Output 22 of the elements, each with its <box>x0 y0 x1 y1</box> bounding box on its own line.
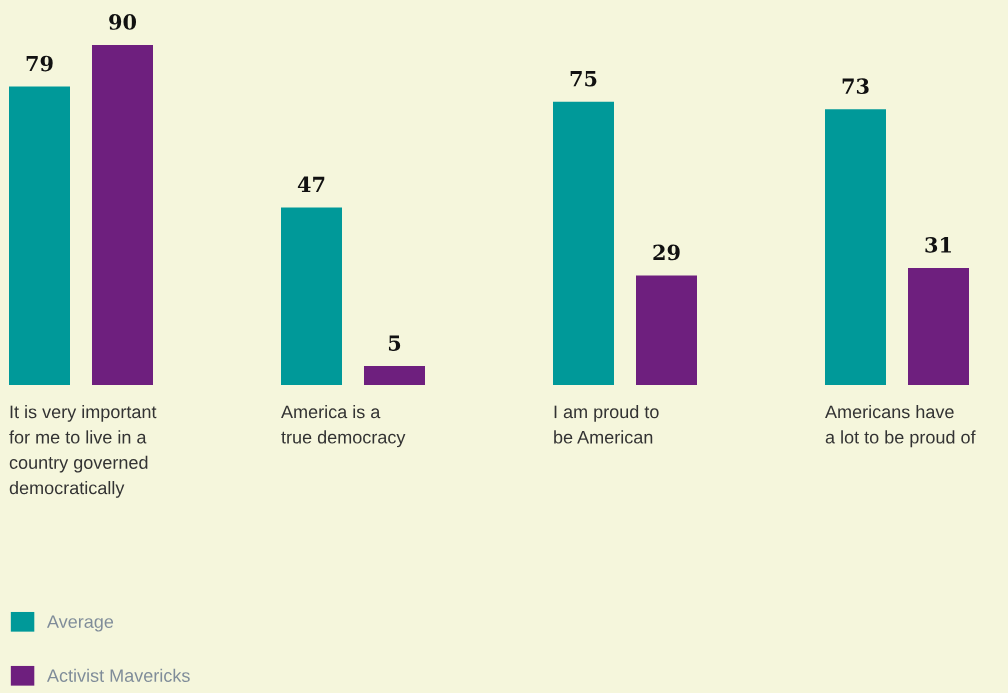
data-label: 79 <box>26 55 53 72</box>
x-tick-label: America is a true democracy <box>281 405 406 448</box>
bar <box>553 101 614 385</box>
bar <box>364 366 425 385</box>
data-label: 31 <box>925 236 951 253</box>
bar <box>825 109 886 385</box>
bar <box>908 267 969 385</box>
bar <box>9 86 70 385</box>
data-label: 47 <box>297 176 325 192</box>
data-label: 29 <box>653 244 680 261</box>
bar <box>92 45 153 385</box>
data-label: 5 <box>388 335 401 351</box>
x-tick-label: I am proud to be American <box>554 405 659 444</box>
data-label: 73 <box>842 78 869 95</box>
legend-label: Activist Mavericks <box>46 668 190 683</box>
bar <box>636 275 697 385</box>
bar <box>281 207 342 385</box>
x-tick-label: Americans have a lot to be proud of <box>825 405 976 448</box>
data-label: 90 <box>109 14 137 30</box>
data-label: 75 <box>570 71 597 87</box>
legend-label: Average <box>46 615 114 632</box>
x-tick-label: It is very important for me to live in a country governed democratically <box>9 405 157 498</box>
